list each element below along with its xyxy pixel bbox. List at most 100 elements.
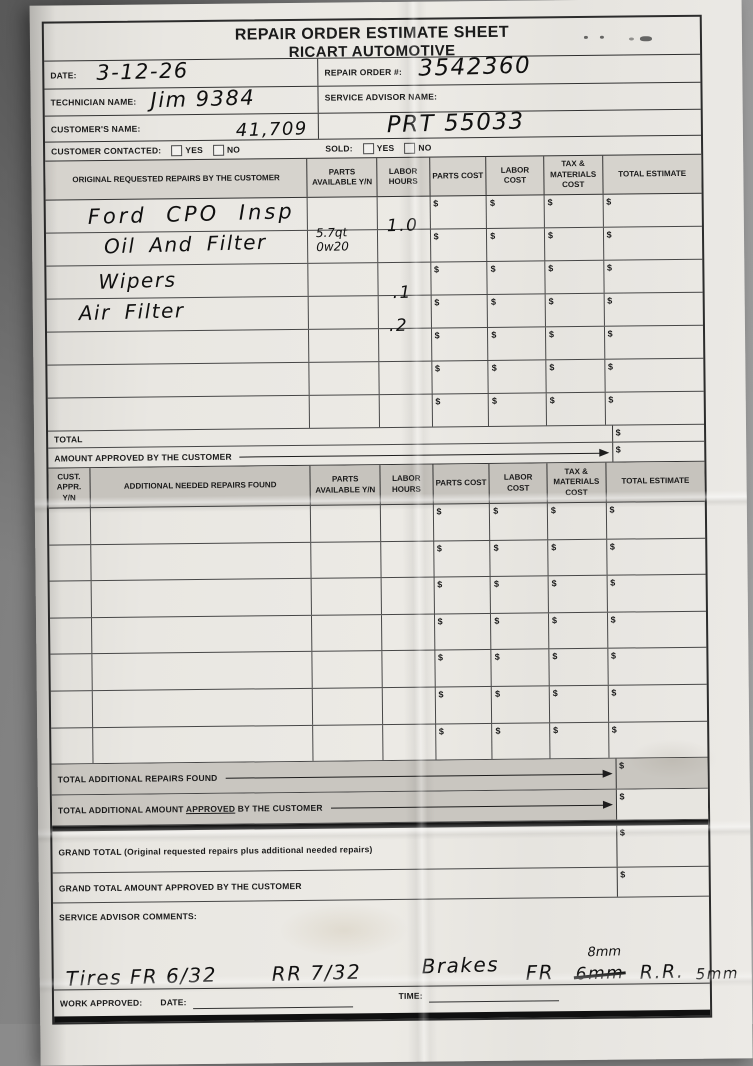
dollar-sign: $ [438,726,444,737]
dollar-sign: $ [620,869,626,880]
labor-hours-cell [379,361,433,395]
grand-total-box: $ [615,824,709,867]
dollar-sign: $ [608,394,614,405]
sold-yes-label: YES [376,142,395,154]
handwritten-repair-order-number: 3542360 [417,52,532,82]
parts-cost-cell: $ [432,393,490,427]
labor-cost-cell: $ [490,503,549,540]
labor-cost-cell: $ [488,360,547,393]
parts-available-cell [311,578,382,615]
parts-available-cell: 5.7qt 0w20 [308,225,379,263]
original-repairs-table-header: ORIGINAL REQUESTED REPAIRS BY THE CUSTOM… [45,153,702,201]
tax-materials-cell: $ [548,575,608,613]
dollar-sign: $ [434,363,441,374]
footer-time-label: TIME: [398,990,423,1002]
labor-cost-cell: $ [491,613,550,650]
service-advisor-label: SERVICE ADVISOR NAME: [324,91,438,103]
handwritten-brakes: Brakes [421,952,500,979]
total-estimate-cell: $ [605,326,704,359]
parts-available-cell [308,263,379,296]
label-part: BY THE CUSTOMER [235,802,323,814]
total-additional-label: TOTAL ADDITIONAL REPAIRS FOUND [57,772,218,785]
dollar-sign: $ [490,230,496,241]
column-header-parts-cost: PARTS COST [432,463,491,504]
total-estimate-cell: $ [603,227,702,260]
dollar-sign: $ [491,395,498,406]
column-header-total-estimate: TOTAL ESTIMATE [621,476,690,486]
tax-materials-cell: $ [550,722,610,759]
total-estimate-cell: $ [604,293,703,326]
dollar-sign: $ [607,295,613,306]
dollar-sign: $ [549,362,555,373]
repair-description-cell [92,652,314,691]
tax-materials-cell: $ [549,685,609,722]
dollar-sign: $ [436,543,442,554]
contacted-no-checkbox [212,144,224,156]
amount-approved-label: AMOUNT APPROVED BY THE CUSTOMER [54,451,232,464]
customer-name-field: CUSTOMER'S NAME: 41,709 [44,113,320,142]
repair-order-form: REPAIR ORDER ESTIMATE SHEET RICART AUTOM… [41,14,739,1025]
dollar-sign: $ [494,615,500,626]
column-header-description: ADDITIONAL NEEDED REPAIRS FOUND [90,465,312,508]
dollar-sign: $ [548,296,554,307]
dollar-sign: $ [609,504,615,515]
labor-hours-cell [382,687,436,724]
photo-background: REPAIR ORDER ESTIMATE SHEET RICART AUTOM… [0,0,753,1024]
total-estimate-cell: $ [607,575,706,612]
arrow-line [240,447,609,461]
tax-materials-cell: $ [544,227,604,261]
handwritten-front-brakes-crossed: 6mm [575,963,625,985]
parts-cost-cell: $ [430,228,488,262]
parts-cost-cell: $ [434,613,492,650]
repair-description-cell [90,542,312,581]
dollar-sign: $ [437,616,443,627]
repair-description-cell [47,395,311,431]
arrow-line [225,769,612,783]
dollar-sign: $ [495,725,501,736]
dollar-sign: $ [609,541,615,552]
labor-cost-cell: $ [492,722,551,760]
parts-available-cell [309,296,379,329]
dollar-sign: $ [610,614,616,625]
label-part: TOTAL ADDITIONAL AMOUNT [57,804,186,816]
dollar-sign: $ [438,689,444,700]
grand-total-approved-box: $ [616,866,709,897]
dollar-sign: $ [607,328,613,339]
sold-no-checkbox [404,142,416,154]
total-estimate-cell: $ [608,648,707,685]
handwritten-technician: Jim 9384 [150,84,256,112]
labor-hours-cell: .1 [378,262,432,303]
dollar-sign: $ [552,688,558,699]
footer-date-label: DATE: [160,997,187,1008]
labor-cost-cell: $ [488,327,547,360]
label-part-underlined: APPROVED [185,803,236,815]
total-estimate-cell: $ [608,611,707,648]
column-header-cust-appr: CUST. APPR. Y/N [48,468,91,508]
dollar-sign: $ [489,197,496,208]
labor-cost-cell: $ [490,576,549,613]
dollar-sign: $ [433,264,440,275]
total-additional-approved-label: TOTAL ADDITIONAL AMOUNT APPROVED BY THE … [52,803,323,816]
contacted-yes-checkbox [171,144,183,156]
labor-cost-cell: $ [488,393,547,426]
dollar-sign: $ [490,296,497,307]
cust-appr-cell [51,727,94,764]
customer-contacted-label: CUSTOMER CONTACTED: [51,145,162,157]
tax-materials-cell: $ [548,612,608,649]
repair-description-cell [92,688,314,727]
dollar-sign: $ [495,688,501,699]
dollar-sign: $ [493,505,499,516]
column-header-parts-available: PARTS AVAILABLE Y/N [310,465,381,505]
date-label: DATE: [50,69,77,81]
parts-cost-cell: $ [431,327,489,361]
repair-description-cell [91,615,313,654]
handwritten-repair: Wipers [98,267,177,294]
dollar-sign: $ [607,361,614,372]
dollar-sign: $ [434,330,440,341]
parts-available-cell [311,541,382,579]
parts-cost-cell: $ [433,503,491,541]
dollar-sign: $ [433,198,439,209]
parts-cost-cell: $ [434,650,492,687]
dollar-sign: $ [552,651,558,662]
service-advisor-comments-label: SERVICE ADVISOR COMMENTS: [59,911,197,923]
